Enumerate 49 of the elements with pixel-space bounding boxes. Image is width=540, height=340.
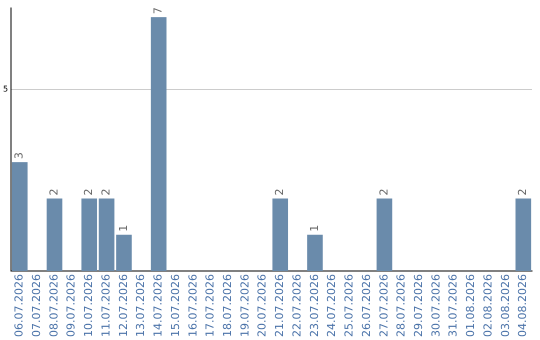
x-tick-label: 20.07.2026 <box>256 274 269 338</box>
y-tick-label: 5 <box>2 84 8 94</box>
x-tick-label: 23.07.2026 <box>308 274 321 338</box>
data-label: 1 <box>308 224 321 232</box>
bar <box>81 198 98 272</box>
data-label: 7 <box>152 7 165 14</box>
x-tick-label: 17.07.2026 <box>204 274 217 338</box>
x-tick-label: 13.07.2026 <box>134 274 148 338</box>
x-tick-label: 04.08.2026 <box>516 274 530 338</box>
data-label: 2 <box>47 188 60 196</box>
x-tick-label: 21.07.2026 <box>273 274 286 338</box>
x-tick-label: 29.07.2026 <box>412 274 425 338</box>
x-tick-label: 11.07.2026 <box>99 274 112 338</box>
x-tick-label: 15.07.2026 <box>168 274 182 338</box>
x-tick-label: 09.07.2026 <box>64 274 78 338</box>
data-label: 1 <box>116 224 130 232</box>
data-label: 2 <box>82 188 96 196</box>
x-tick-label: 22.07.2026 <box>290 274 304 338</box>
x-tick-label: 06.07.2026 <box>12 274 26 338</box>
bar <box>12 162 28 272</box>
bar <box>376 198 392 272</box>
data-label: 2 <box>516 188 530 196</box>
x-tick-label: 31.07.2026 <box>446 274 460 338</box>
x-tick-label: 24.07.2026 <box>325 274 338 338</box>
x-tick-label: 18.07.2026 <box>220 274 234 338</box>
x-tick-label: 03.08.2026 <box>498 274 512 338</box>
x-tick-label: 30.07.2026 <box>429 274 442 338</box>
x-tick-label: 14.07.2026 <box>152 274 165 338</box>
data-label: 2 <box>99 188 112 196</box>
x-tick-label: 10.07.2026 <box>82 274 96 338</box>
data-label: 2 <box>377 188 390 196</box>
x-tick-label: 16.07.2026 <box>186 274 200 338</box>
x-tick-label: 12.07.2026 <box>116 274 130 338</box>
x-tick-label: 19.07.2026 <box>238 274 252 338</box>
data-label: 3 <box>12 152 26 160</box>
x-tick-label: 28.07.2026 <box>394 274 408 338</box>
data-label: 2 <box>273 188 286 196</box>
x-tick-label: 26.07.2026 <box>360 274 373 338</box>
bar <box>307 234 323 272</box>
x-tick-label: 01.08.2026 <box>464 274 478 338</box>
x-tick-label: 08.07.2026 <box>47 274 60 338</box>
bar <box>46 198 62 272</box>
x-tick-label: 02.08.2026 <box>481 274 494 338</box>
x-tick-label: 07.07.2026 <box>30 274 43 338</box>
bar <box>516 198 532 272</box>
x-tick-label: 27.07.2026 <box>377 274 390 338</box>
bar <box>150 17 166 272</box>
bar <box>272 198 288 272</box>
x-tick-label: 25.07.2026 <box>342 274 356 338</box>
